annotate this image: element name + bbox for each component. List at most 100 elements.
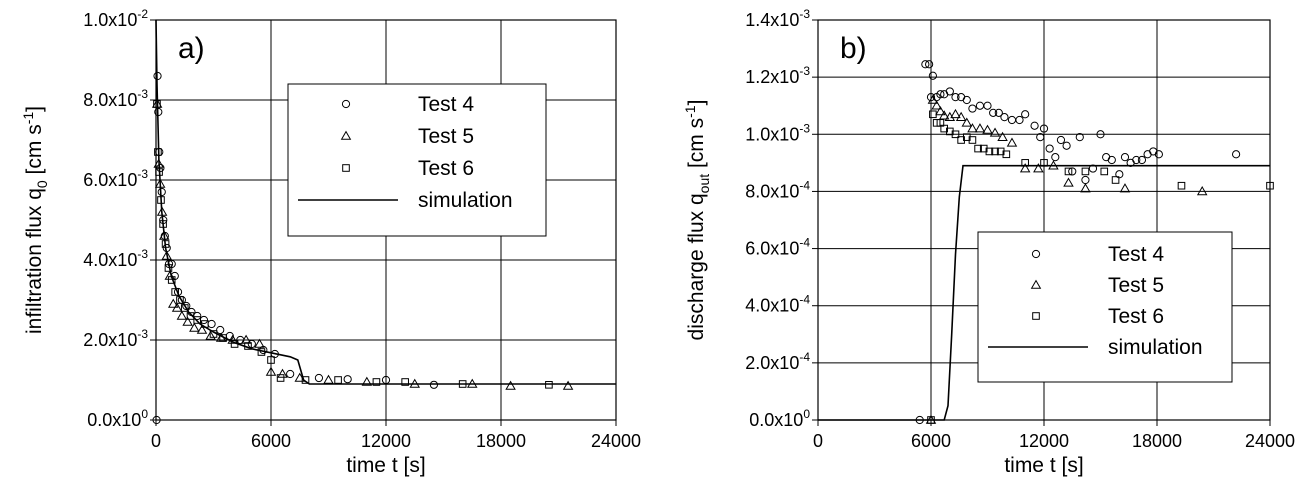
data-point [1137,155,1147,165]
data-point [989,108,998,117]
chart-panel-b: 0 6000 12000 18000 24000 0.0x100 2.0x10-4 4.0x1… [682,7,1295,477]
data-point [1111,176,1120,184]
y-tick-label: 8.0x10-3 [83,87,148,110]
data-point [1132,155,1141,165]
data-point [938,110,950,120]
data-point [989,127,1001,137]
data-point [974,144,982,153]
legend-label: Test 4 [1108,243,1164,266]
y-tick-label: 6.0x10-4 [745,236,810,259]
data-point [1096,130,1105,139]
x-tick-label: 0 [151,431,161,451]
x-axis-label: time t [s] [346,454,425,477]
data-point [955,111,967,121]
data-point [1232,150,1241,159]
y-tick-label: 1.2x10-3 [745,64,810,87]
data-point [401,378,409,386]
data-point [1002,150,1011,159]
data-point [985,147,994,156]
data-point [929,110,937,119]
legend: Test 4 Test 5 Test 6 simulation [977,231,1233,383]
legend-box [287,83,547,237]
series-test-4 [915,60,1241,425]
data-point [216,325,225,335]
legend-marker-triangle [340,130,352,140]
data-point [267,356,275,364]
y-tick-label: 1.0x10-2 [83,7,148,30]
data-point [1000,113,1009,122]
data-point [1075,133,1084,142]
data-point [205,330,216,340]
data-point [301,376,310,384]
data-point [1081,167,1090,176]
data-point [925,60,934,69]
y-tick-label: 4.0x10-3 [83,247,148,270]
data-point [161,250,172,260]
data-point [196,324,208,334]
data-point [928,71,937,80]
data-point [182,316,193,326]
x-tick-label: 12000 [361,431,411,451]
data-point [1266,181,1274,190]
data-point [968,136,977,144]
data-point [265,366,277,376]
data-point [921,60,930,69]
legend-marker-circle [341,99,351,109]
y-tick-label: 1.0x10-3 [745,121,810,144]
y-tick-label: 4.0x10-4 [745,293,810,316]
data-point [562,380,574,390]
data-point [207,319,216,329]
data-point [1080,183,1091,193]
data-point [186,312,195,320]
data-point [193,316,202,324]
data-point [1177,181,1186,190]
data-point [156,163,165,173]
data-point [1062,141,1071,150]
y-tick-label: 6.0x10-3 [83,167,148,190]
legend-marker-square [342,164,350,172]
x-tick-label: 6000 [911,431,951,451]
data-point [1107,155,1116,165]
data-point [982,124,993,134]
data-point [152,415,161,425]
data-point [1081,175,1090,185]
data-point [314,373,324,383]
data-point [951,93,960,102]
legend-label: Test 5 [418,125,474,148]
data-point [276,374,285,382]
data-point [157,187,166,197]
series-simulation-line [155,19,616,385]
data-point [935,106,946,116]
data-point [1019,163,1031,173]
data-point [1056,135,1066,145]
data-point [176,310,188,320]
panel-label: a) [178,32,205,65]
legend-label: Test 5 [1108,274,1164,297]
y-tick-label: 2.0x10-4 [745,350,810,373]
y-axis-label: infiltration flux q0 [cm s-1] [20,106,50,334]
y-tick-label: 0.0x100 [87,407,148,430]
legend-marker-circle [1031,249,1041,259]
data-point [927,94,939,104]
y-axis-label: discharge flux qout [cm s-1] [682,100,712,341]
legend-box [977,231,1233,383]
data-point [1030,121,1039,130]
data-point [171,302,183,312]
y-tick-label: 1.4x10-3 [745,7,810,30]
y-tick-label: 0.0x100 [749,407,810,430]
data-point [1100,167,1109,176]
data-point [945,87,954,96]
legend-marker-triangle [1030,279,1042,289]
data-point [961,117,973,127]
legend-label: Test 6 [1108,305,1164,328]
x-tick-label: 12000 [1019,431,1069,451]
x-tick-label: 24000 [1245,431,1295,451]
data-point [323,374,334,384]
x-tick-label: 24000 [591,431,641,451]
data-point [994,108,1003,117]
x-tick-label: 0 [813,431,823,451]
series-test-6 [927,110,1274,424]
data-point [1154,150,1163,159]
legend-marker-square [1032,312,1040,320]
